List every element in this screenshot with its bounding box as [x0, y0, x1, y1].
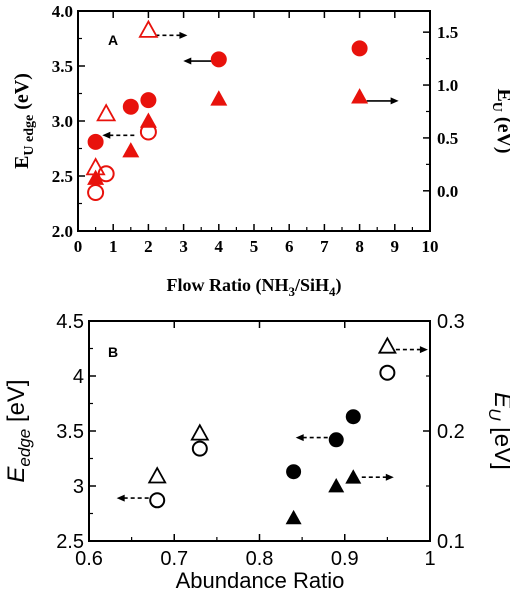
panel-a-xlabel: Flow Ratio (NH3/SiH4) [167, 275, 342, 299]
panel-a: 0 1 2 3 4 5 6 7 8 9 102.02.53.03.54.00.00.51.01.5 … [11, 2, 510, 299]
panel-b-tick-labels: 0.6 0.7 0.8 0.9 1 2.5 3 3.5 4 4.5 0.1 0.2 0.3 [56, 311, 465, 570]
x-tick-label: 0.7 [160, 548, 188, 570]
axis-arrow-head [385, 473, 394, 481]
y-left-tick-label: 3.5 [52, 57, 73, 76]
x-tick-label: 3 [179, 237, 188, 256]
filled-triangle-marker [87, 169, 105, 185]
open-circle-marker [87, 184, 105, 201]
open-circle-marker [379, 364, 396, 381]
x-tick-label: 1 [109, 237, 118, 256]
open-circle-marker [149, 492, 166, 509]
panel-a-markers [85, 19, 369, 201]
axis-arrow-head [295, 434, 304, 442]
y-right-tick-label: 1.5 [437, 23, 458, 42]
x-tick-label: 7 [320, 237, 329, 256]
filled-triangle-marker [210, 90, 228, 106]
open-triangle-marker [96, 103, 117, 122]
axis-arrow-head [102, 131, 111, 139]
panel-a-frame [77, 10, 431, 232]
filled-circle-marker [286, 464, 302, 480]
y-left-tick-label: 2.5 [52, 167, 73, 186]
y-right-tick-label: 0.3 [437, 311, 465, 333]
y-left-tick-label: 3 [73, 476, 84, 498]
panel-a-letter: A [108, 32, 118, 48]
panel-b-xlabel: Abundance Ratio [176, 568, 345, 593]
axis-arrow-head [183, 57, 192, 65]
filled-circle-marker [210, 51, 227, 68]
panel-b-markers [147, 336, 397, 525]
y-right-tick-label: 0.2 [437, 421, 465, 443]
panel-a-tick-labels: 0 1 2 3 4 5 6 7 8 9 10 2.0 2.5 3.0 3.5 4.0 0.0 0.5 1.0 1.5 [52, 2, 459, 256]
y-left-tick-label: 3.0 [52, 112, 73, 131]
panel-a-ylabel-left: EU edge (eV) [11, 73, 37, 169]
panel-b-ylabel-left: Eedge [eV] [3, 379, 34, 482]
open-triangle-marker [377, 336, 397, 354]
filled-triangle-marker [285, 509, 302, 525]
open-triangle-marker [85, 157, 106, 176]
y-left-tick-label: 4 [73, 366, 84, 388]
y-right-tick-label: 1.0 [437, 76, 458, 95]
panel-a-arrows [102, 31, 399, 139]
x-tick-label: 2 [144, 237, 153, 256]
filled-circle-marker [122, 98, 139, 115]
y-right-tick-label: 0.1 [437, 531, 465, 553]
x-tick-label: 0.9 [331, 548, 359, 570]
axis-arrow-head [179, 31, 188, 39]
panel-a-ylabel-right: EU (eV) [489, 88, 510, 153]
panel-b-frame [88, 320, 431, 542]
open-triangle-marker [147, 466, 167, 484]
panel-b-arrows [116, 346, 428, 502]
x-tick-label: 0.6 [75, 548, 103, 570]
axis-arrow-head [419, 346, 428, 354]
panel-b-ticks [88, 320, 431, 542]
y-left-tick-label: 3.5 [56, 421, 84, 443]
filled-circle-marker [140, 92, 157, 109]
x-tick-label: 9 [391, 237, 400, 256]
x-tick-label: 1 [424, 548, 435, 570]
y-left-tick-label: 4.5 [56, 311, 84, 333]
filled-triangle-marker [122, 142, 140, 158]
y-right-tick-label: 0.0 [437, 182, 458, 201]
y-right-tick-label: 0.5 [437, 129, 458, 148]
filled-triangle-marker [139, 112, 157, 128]
filled-circle-marker [328, 432, 344, 448]
axis-arrow-head [116, 494, 125, 502]
y-left-tick-label: 4.0 [52, 2, 73, 21]
filled-triangle-marker [328, 478, 345, 493]
filled-circle-marker [87, 133, 104, 150]
x-tick-label: 6 [285, 237, 294, 256]
y-left-tick-label: 2.0 [52, 222, 73, 241]
filled-triangle-marker [351, 88, 369, 104]
filled-circle-marker [345, 409, 361, 425]
axis-arrow-head [390, 97, 399, 105]
panel-b-ylabel-right: EU [eV] [485, 392, 510, 470]
open-triangle-marker [138, 19, 159, 38]
open-triangle-marker [190, 423, 210, 441]
x-tick-label: 0.8 [246, 548, 274, 570]
x-tick-label: 5 [250, 237, 259, 256]
x-tick-label: 10 [422, 237, 439, 256]
open-circle-marker [191, 440, 208, 457]
y-left-tick-label: 2.5 [56, 531, 84, 553]
x-tick-label: 8 [355, 237, 364, 256]
x-tick-label: 4 [215, 237, 224, 256]
filled-circle-marker [351, 40, 368, 57]
panel-a-ticks [77, 10, 431, 232]
panel-b: 0.6 0.7 0.8 0.9 1 2.5 3 3.5 4 4.5 0.1 0.2 0.3 B Abun… [3, 311, 510, 593]
x-tick-label: 0 [74, 237, 83, 256]
filled-triangle-marker [345, 469, 362, 484]
panel-b-letter: B [108, 344, 118, 360]
